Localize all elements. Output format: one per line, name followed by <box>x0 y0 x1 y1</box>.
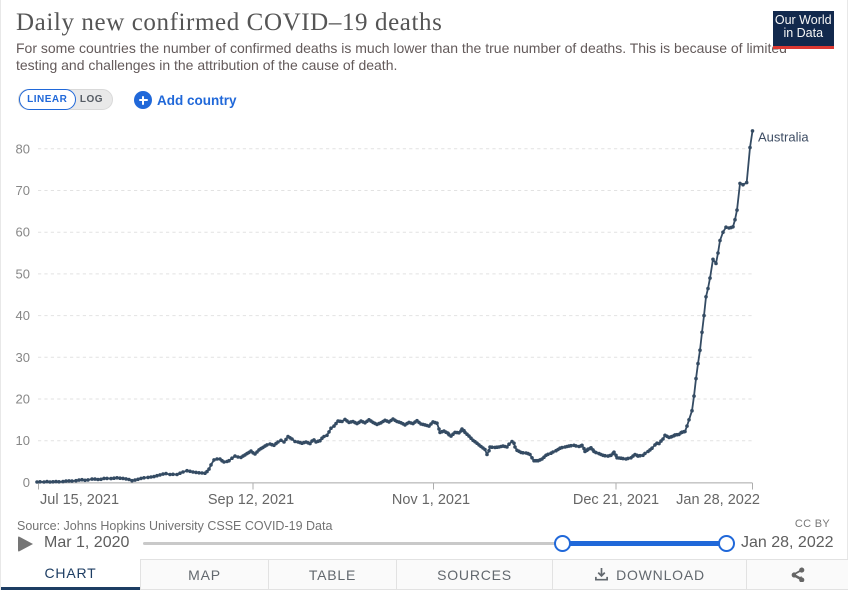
svg-text:40: 40 <box>16 308 30 323</box>
svg-text:Australia: Australia <box>758 130 809 145</box>
svg-text:80: 80 <box>16 141 30 156</box>
svg-text:Sep 12, 2021: Sep 12, 2021 <box>208 492 294 508</box>
svg-text:50: 50 <box>16 266 30 281</box>
svg-text:70: 70 <box>16 183 30 198</box>
svg-text:20: 20 <box>16 392 30 407</box>
svg-text:Nov 1, 2021: Nov 1, 2021 <box>392 492 470 508</box>
svg-text:Jul 15, 2021: Jul 15, 2021 <box>40 492 119 508</box>
svg-text:Dec 21, 2021: Dec 21, 2021 <box>573 492 659 508</box>
svg-text:30: 30 <box>16 350 30 365</box>
svg-text:60: 60 <box>16 225 30 240</box>
svg-text:10: 10 <box>16 433 30 448</box>
svg-text:0: 0 <box>23 475 30 490</box>
svg-text:Jan 28, 2022: Jan 28, 2022 <box>676 492 760 508</box>
